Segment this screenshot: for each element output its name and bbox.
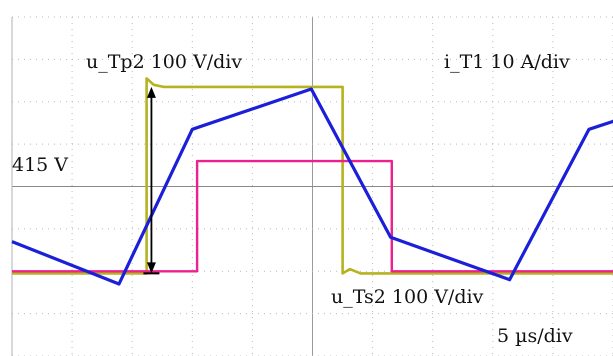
- arrow-head-up-icon: [146, 86, 156, 98]
- label-u-tp2: u_Tp2 100 V/div: [86, 51, 242, 73]
- label-timebase: 5 µs/div: [497, 325, 573, 347]
- traces: [11, 77, 613, 286]
- label-u-ts2: u_Ts2 100 V/div: [331, 286, 484, 308]
- trace-u-ts2: [12, 159, 613, 273]
- arrow-head-down-icon: [146, 262, 156, 274]
- labels: u_Tp2 100 V/div i_T1 10 A/div 415 V u_Ts…: [12, 51, 573, 347]
- grid-lines: [11, 16, 613, 356]
- label-i-t1: i_T1 10 A/div: [444, 51, 570, 73]
- annotations: [143, 86, 160, 275]
- label-415v: 415 V: [12, 154, 68, 176]
- trace-u-tp2: [12, 77, 613, 275]
- trace-i-t1: [11, 87, 613, 286]
